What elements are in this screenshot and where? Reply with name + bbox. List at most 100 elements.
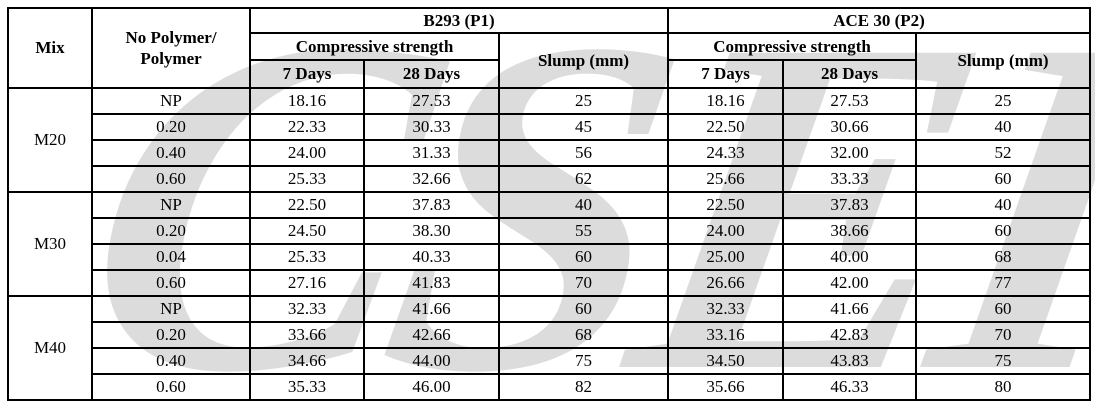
cell-p2-7days: 18.16 [667, 87, 785, 115]
cell-p2-slump: 60 [915, 165, 1092, 193]
cell-p2-7days: 24.00 [667, 217, 785, 245]
cell-polymer: NP [91, 87, 251, 115]
header-p2-28days: 28 Days [782, 59, 918, 89]
mix-label-m40: M40 [7, 295, 93, 401]
table-row: M20 NP 18.16 27.53 25 18.16 27.53 25 [7, 87, 1092, 193]
cell-p1-slump: 60 [497, 295, 670, 323]
cell-p1-slump: 60 [497, 243, 670, 271]
table-row: 0.20 22.33 30.33 45 22.50 30.66 40 [8, 113, 1092, 141]
cell-p1-28days: 41.83 [363, 269, 500, 297]
cell-p2-28days: 41.66 [782, 295, 918, 323]
cell-p2-28days: 27.53 [782, 87, 918, 115]
cell-p2-slump: 25 [915, 87, 1092, 115]
cell-p2-slump: 68 [915, 243, 1092, 271]
cell-p1-slump: 55 [497, 217, 670, 245]
header-group-ace30-p2: ACE 30 (P2) [667, 7, 1092, 34]
cell-p1-28days: 32.66 [363, 165, 500, 193]
cell-polymer: 0.40 [91, 139, 251, 167]
cell-p2-slump: 60 [915, 295, 1092, 323]
header-group-b293-p1: B293 (P1) [248, 7, 670, 34]
cell-polymer: NP [91, 295, 251, 323]
header-polymer: No Polymer/ Polymer [91, 7, 251, 89]
table-row: 0.60 25.33 32.66 62 25.66 33.33 60 [8, 165, 1092, 193]
cell-p1-7days: 25.33 [249, 243, 365, 271]
cell-p2-7days: 25.00 [667, 243, 785, 271]
table-row: 0.20 33.66 42.66 68 33.16 42.83 70 [8, 321, 1092, 349]
table-row: 0.60 35.33 46.00 82 35.66 46.33 80 [8, 373, 1092, 401]
header-mix: Mix [7, 7, 93, 89]
cell-polymer: 0.60 [91, 165, 251, 193]
cell-p1-7days: 25.33 [249, 165, 365, 193]
cell-p2-slump: 70 [915, 321, 1092, 349]
cell-polymer: 0.40 [91, 347, 251, 375]
cell-polymer: 0.20 [91, 217, 251, 245]
cell-polymer: 0.60 [91, 373, 251, 401]
cell-p2-7days: 34.50 [667, 347, 785, 375]
cell-p1-slump: 45 [497, 113, 670, 141]
cell-p1-28days: 42.66 [363, 321, 500, 349]
cell-p2-7days: 22.50 [667, 113, 785, 141]
cell-p2-slump: 80 [915, 373, 1092, 401]
cell-p1-7days: 18.16 [249, 87, 365, 115]
cell-p1-slump: 68 [497, 321, 670, 349]
cell-polymer: NP [91, 191, 251, 219]
cell-p1-28days: 46.00 [363, 373, 500, 401]
cell-p2-slump: 60 [915, 217, 1092, 245]
cell-p2-28days: 32.00 [782, 139, 918, 167]
cell-p1-28days: 44.00 [363, 347, 500, 375]
cell-p2-7days: 24.33 [667, 139, 785, 167]
cell-p2-slump: 40 [915, 113, 1092, 141]
cell-p2-7days: 32.33 [667, 295, 785, 323]
header-p2-compressive-strength: Compressive strength [667, 32, 918, 61]
cell-p1-7days: 22.50 [249, 191, 365, 219]
cell-p1-28days: 31.33 [363, 139, 500, 167]
cell-p2-28days: 38.66 [782, 217, 918, 245]
cell-polymer: 0.20 [91, 113, 251, 141]
cell-p2-28days: 30.66 [782, 113, 918, 141]
cell-p1-28days: 38.30 [363, 217, 500, 245]
table-row: 0.04 25.33 40.33 60 25.00 40.00 68 [8, 243, 1092, 271]
table-row: 0.20 24.50 38.30 55 24.00 38.66 60 [8, 217, 1092, 245]
table-row: 0.40 24.00 31.33 56 24.33 32.00 52 [8, 139, 1092, 167]
cell-p1-slump: 82 [497, 373, 670, 401]
cell-p1-28days: 37.83 [363, 191, 500, 219]
cell-polymer: 0.20 [91, 321, 251, 349]
cell-p2-7days: 25.66 [667, 165, 785, 193]
cell-p2-7days: 33.16 [667, 321, 785, 349]
cell-p2-slump: 77 [915, 269, 1092, 297]
results-table: Mix No Polymer/ Polymer B293 (P1) ACE 30… [7, 7, 1092, 401]
table-row: M40 NP 32.33 41.66 60 32.33 41.66 60 [7, 295, 1092, 401]
cell-p1-slump: 40 [497, 191, 670, 219]
cell-p1-28days: 41.66 [363, 295, 500, 323]
cell-p2-28days: 43.83 [782, 347, 918, 375]
cell-p1-slump: 75 [497, 347, 670, 375]
cell-p2-7days: 22.50 [667, 191, 785, 219]
cell-p2-7days: 26.66 [667, 269, 785, 297]
cell-p1-28days: 27.53 [363, 87, 500, 115]
cell-polymer: 0.60 [91, 269, 251, 297]
header-row-groups: Mix No Polymer/ Polymer B293 (P1) ACE 30… [7, 7, 1092, 89]
cell-p2-slump: 40 [915, 191, 1092, 219]
header-row-compressive: Compressive strength Slump (mm) Compress… [8, 32, 1092, 89]
mix-label-m20: M20 [7, 87, 93, 193]
header-polymer-line1: No Polymer/ [125, 27, 217, 47]
cell-p1-slump: 70 [497, 269, 670, 297]
cell-p2-7days: 35.66 [667, 373, 785, 401]
cell-p2-slump: 75 [915, 347, 1092, 375]
header-p1-compressive-strength: Compressive strength [249, 32, 500, 61]
cell-p1-7days: 32.33 [249, 295, 365, 323]
table-row: M30 NP 22.50 37.83 40 22.50 37.83 40 [7, 191, 1092, 297]
cell-p1-7days: 24.50 [249, 217, 365, 245]
cell-p1-7days: 35.33 [249, 373, 365, 401]
cell-p2-28days: 33.33 [782, 165, 918, 193]
cell-p2-28days: 42.83 [782, 321, 918, 349]
cell-p1-7days: 22.33 [249, 113, 365, 141]
header-polymer-line2: Polymer [140, 49, 202, 68]
header-p1-slump: Slump (mm) [497, 32, 670, 89]
header-p1-28days: 28 Days [363, 59, 500, 89]
cell-p1-7days: 34.66 [249, 347, 365, 375]
cell-p1-slump: 62 [497, 165, 670, 193]
cell-p1-slump: 56 [497, 139, 670, 167]
cell-p2-28days: 37.83 [782, 191, 918, 219]
cell-p1-28days: 40.33 [363, 243, 500, 271]
